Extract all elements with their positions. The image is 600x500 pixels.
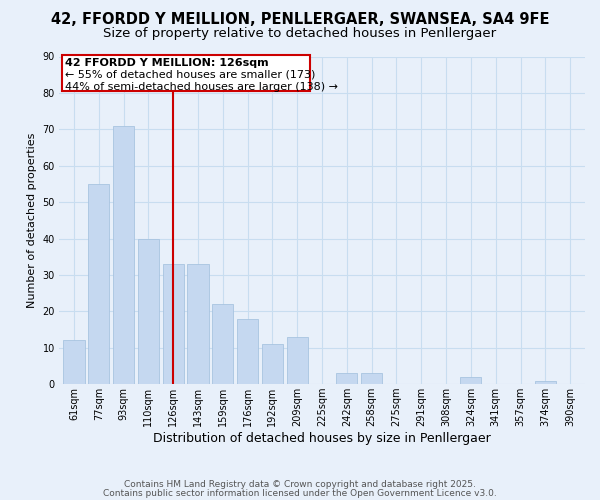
Bar — [113, 126, 134, 384]
Bar — [64, 340, 85, 384]
Bar — [287, 337, 308, 384]
Text: Contains HM Land Registry data © Crown copyright and database right 2025.: Contains HM Land Registry data © Crown c… — [124, 480, 476, 489]
Bar — [163, 264, 184, 384]
Text: 42, FFORDD Y MEILLION, PENLLERGAER, SWANSEA, SA4 9FE: 42, FFORDD Y MEILLION, PENLLERGAER, SWAN… — [51, 12, 549, 28]
Bar — [262, 344, 283, 384]
Bar — [535, 380, 556, 384]
Bar — [138, 238, 159, 384]
Text: 42 FFORDD Y MEILLION: 126sqm: 42 FFORDD Y MEILLION: 126sqm — [65, 58, 269, 68]
X-axis label: Distribution of detached houses by size in Penllergaer: Distribution of detached houses by size … — [153, 432, 491, 445]
Y-axis label: Number of detached properties: Number of detached properties — [27, 132, 37, 308]
Bar — [187, 264, 209, 384]
Bar — [88, 184, 109, 384]
Text: Contains public sector information licensed under the Open Government Licence v3: Contains public sector information licen… — [103, 488, 497, 498]
Bar — [337, 373, 358, 384]
Bar — [212, 304, 233, 384]
Bar — [237, 318, 258, 384]
Bar — [460, 377, 481, 384]
FancyBboxPatch shape — [62, 54, 310, 91]
Text: Size of property relative to detached houses in Penllergaer: Size of property relative to detached ho… — [103, 28, 497, 40]
Bar — [361, 373, 382, 384]
Text: 44% of semi-detached houses are larger (138) →: 44% of semi-detached houses are larger (… — [65, 82, 338, 92]
Text: ← 55% of detached houses are smaller (173): ← 55% of detached houses are smaller (17… — [65, 70, 316, 80]
